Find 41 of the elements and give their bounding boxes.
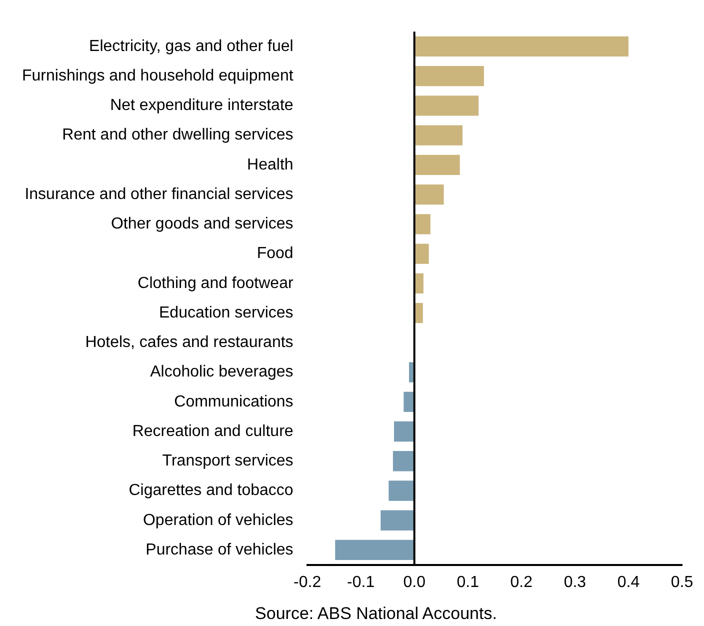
bar: [404, 392, 414, 412]
bar: [335, 540, 414, 560]
bar: [380, 510, 414, 530]
bar: [414, 244, 429, 264]
bar: [414, 96, 479, 116]
y-tick-label: Education services: [159, 304, 294, 322]
y-tick-label: Furnishings and household equipment: [22, 67, 294, 84]
bar: [414, 36, 628, 56]
x-tick-label: -0.2: [294, 574, 322, 591]
y-tick-label: Hotels, cafes and restaurants: [85, 334, 294, 352]
y-tick-label: Other goods and services: [110, 216, 294, 233]
y-tick-label: Rent and other dwelling services: [62, 126, 294, 144]
y-tick-label: Communications: [174, 393, 294, 410]
bar: [414, 214, 430, 234]
y-tick-label: Health: [247, 156, 294, 174]
x-tick-label: 0.2: [510, 574, 533, 591]
y-tick-label: Clothing and footwear: [138, 274, 294, 292]
x-tick-label: 0.1: [456, 574, 480, 591]
x-tick-label: 0.5: [670, 574, 694, 591]
bar: [392, 451, 414, 472]
x-tick-label: 0.3: [564, 574, 586, 591]
y-tick-label: Recreation and culture: [132, 422, 294, 440]
y-tick-label: Cigarettes and tobacco: [128, 482, 294, 500]
y-tick-label: Transport services: [162, 452, 294, 470]
y-tick-label: Insurance and other financial services: [24, 186, 294, 203]
y-tick-label: Electricity, gas and other fuel: [89, 38, 294, 55]
source-note: Source: ABS National Accounts.: [254, 604, 498, 624]
y-tick-label: Food: [256, 245, 294, 262]
bar: [414, 154, 460, 175]
bar: [388, 480, 414, 501]
y-tick-label: Alcoholic beverages: [150, 364, 294, 381]
y-tick-label: Purchase of vehicles: [146, 541, 294, 558]
y-tick-label: Net expenditure interstate: [110, 97, 294, 114]
y-tick-label: Operation of vehicles: [142, 512, 294, 529]
x-tick-label: -0.1: [347, 574, 375, 591]
x-tick-label: 0.4: [617, 574, 640, 591]
bar: [414, 125, 463, 146]
bar: [414, 184, 444, 205]
x-tick-label: 0.0: [403, 574, 426, 591]
bar: [414, 66, 484, 86]
bar: [394, 421, 414, 442]
